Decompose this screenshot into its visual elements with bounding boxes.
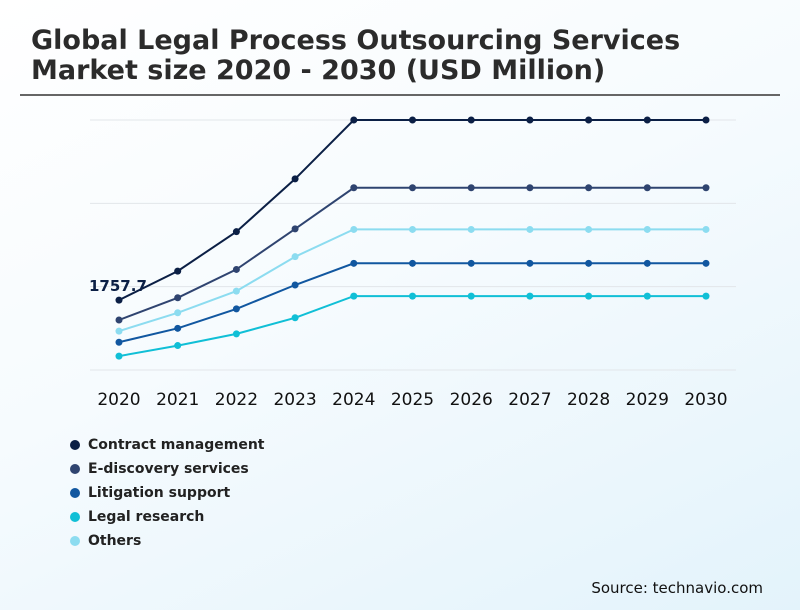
data-point-legal-research: [467, 292, 475, 300]
legend-swatch-contract-management: [70, 440, 80, 450]
x-tick-label: 2025: [391, 390, 434, 410]
x-tick-label: 2021: [156, 390, 199, 410]
data-point-contract-management: [585, 116, 593, 124]
data-point-legal-research: [585, 292, 593, 300]
x-tick-label: 2022: [215, 390, 258, 410]
data-point-litigation-support: [643, 259, 651, 267]
data-point-legal-research: [115, 352, 123, 360]
legend-swatch-others: [70, 536, 80, 546]
legend-item-others: Others: [70, 529, 264, 553]
data-point-litigation-support: [467, 259, 475, 267]
legend-label: Litigation support: [88, 485, 231, 501]
data-point-contract-management: [643, 116, 651, 124]
x-tick-label: 2030: [684, 390, 727, 410]
data-point-litigation-support: [291, 281, 299, 289]
legend-item-legal-research: Legal research: [70, 505, 264, 529]
data-point-others: [232, 287, 240, 295]
data-point-litigation-support: [409, 259, 416, 267]
legend-item-litigation-support: Litigation support: [70, 481, 264, 505]
data-point-e-discovery-services: [585, 184, 593, 192]
data-point-others: [526, 225, 534, 233]
data-point-contract-management: [526, 116, 534, 124]
x-tick-label: 2024: [332, 390, 375, 410]
chart-title: Global Legal Process Outsourcing Service…: [31, 25, 681, 86]
legend-label: Contract management: [88, 437, 265, 453]
x-tick-label: 2029: [626, 390, 669, 410]
data-point-e-discovery-services: [643, 184, 651, 192]
series-line-legal-research: [118, 295, 706, 358]
data-point-others: [174, 309, 182, 317]
data-point-others: [409, 225, 416, 233]
data-point-others: [115, 327, 123, 335]
data-point-contract-management: [702, 116, 710, 124]
data-point-e-discovery-services: [232, 265, 240, 273]
data-point-contract-management: [174, 267, 182, 275]
data-point-litigation-support: [526, 259, 534, 267]
legend-label: Others: [88, 533, 142, 549]
data-label: 1757.7: [89, 277, 147, 295]
data-point-legal-research: [643, 292, 651, 300]
data-point-e-discovery-services: [526, 184, 534, 192]
data-point-litigation-support: [702, 259, 710, 267]
data-point-legal-research: [232, 330, 240, 338]
data-point-litigation-support: [232, 305, 240, 313]
data-point-others: [643, 225, 651, 233]
data-point-litigation-support: [350, 259, 358, 267]
data-point-e-discovery-services: [409, 184, 416, 192]
data-point-contract-management: [291, 175, 299, 183]
legend-swatch-e-discovery-services: [70, 464, 80, 474]
legend-swatch-litigation-support: [70, 488, 80, 498]
legend-item-contract-management: Contract management: [70, 433, 264, 457]
chart-legend: Contract management E-discovery services…: [70, 433, 264, 553]
data-point-e-discovery-services: [702, 184, 710, 192]
data-point-others: [350, 225, 358, 233]
legend-item-e-discovery-services: E-discovery services: [70, 457, 264, 481]
data-point-legal-research: [174, 342, 182, 350]
legend-swatch-legal-research: [70, 512, 80, 522]
series-line-others: [118, 228, 706, 333]
x-tick-label: 2020: [97, 390, 140, 410]
legend-label: Legal research: [88, 509, 205, 525]
x-tick-label: 2023: [273, 390, 316, 410]
data-point-legal-research: [526, 292, 534, 300]
data-point-contract-management: [232, 228, 240, 236]
series-line-e-discovery-services: [118, 186, 706, 321]
data-point-others: [291, 253, 299, 261]
data-point-e-discovery-services: [350, 184, 358, 192]
data-point-contract-management: [409, 116, 416, 124]
series-line-contract-management: [118, 119, 706, 301]
data-point-contract-management: [115, 296, 123, 304]
data-point-contract-management: [467, 116, 475, 124]
x-tick-label: 2027: [508, 390, 551, 410]
data-point-legal-research: [291, 314, 299, 322]
data-point-others: [467, 225, 475, 233]
data-point-e-discovery-services: [291, 225, 299, 233]
data-point-others: [702, 225, 710, 233]
data-point-e-discovery-services: [467, 184, 475, 192]
data-point-litigation-support: [174, 324, 182, 332]
legend-label: E-discovery services: [88, 461, 249, 477]
data-point-legal-research: [702, 292, 710, 300]
data-point-legal-research: [409, 292, 416, 300]
data-point-others: [585, 225, 593, 233]
data-point-e-discovery-services: [174, 294, 182, 302]
x-tick-label: 2028: [567, 390, 610, 410]
data-point-litigation-support: [115, 338, 123, 346]
x-tick-label: 2026: [450, 390, 493, 410]
title-divider: [20, 94, 780, 96]
data-point-contract-management: [350, 116, 358, 124]
data-point-litigation-support: [585, 259, 593, 267]
data-point-e-discovery-services: [115, 316, 123, 324]
data-point-legal-research: [350, 292, 358, 300]
source-credit: Source: technavio.com: [591, 579, 763, 597]
